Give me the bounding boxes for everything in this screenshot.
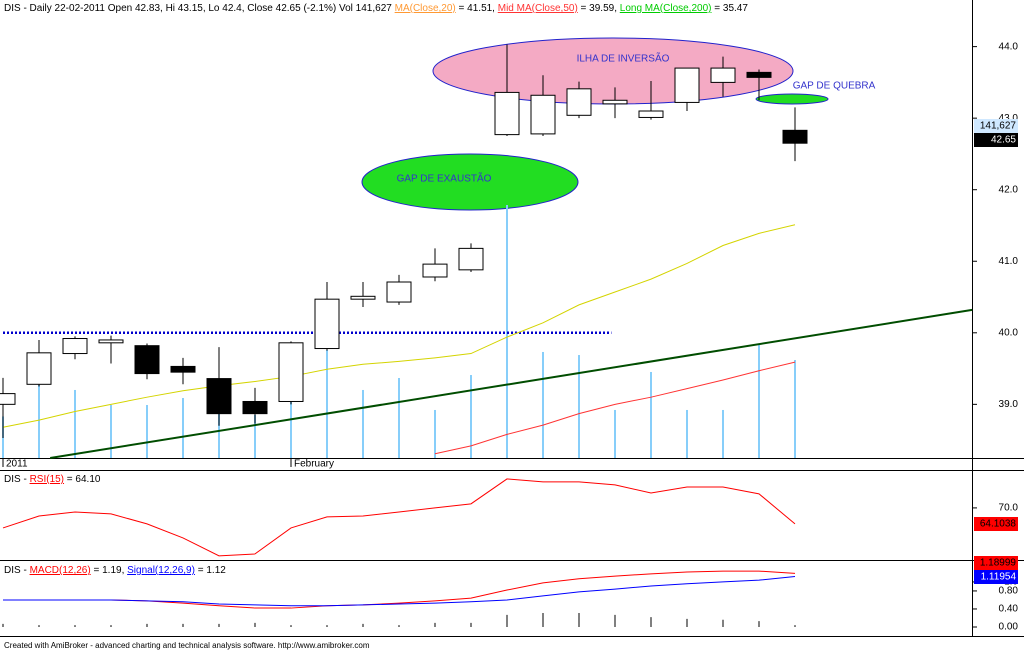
candle-body <box>422 263 448 278</box>
moving-average <box>2 224 796 428</box>
title-part: Long MA(Close,200) <box>620 3 712 14</box>
y-tick-label: 43.0 <box>999 113 1019 124</box>
volume-bar <box>794 359 796 458</box>
indicator-line <box>2 478 796 557</box>
volume-bar <box>470 375 472 458</box>
volume-bar <box>614 409 616 458</box>
volume-bar <box>686 409 688 458</box>
candle-body <box>782 129 808 144</box>
x-tick-label: 2011 <box>6 459 28 470</box>
indicator-line <box>3 576 796 607</box>
title-part: = 1.19, <box>91 565 127 576</box>
value-box <box>974 570 1018 584</box>
plot <box>0 44 973 627</box>
candle-body <box>674 67 700 103</box>
candle-body <box>386 281 412 303</box>
volume-bar <box>182 398 184 458</box>
title-part: = 35.47 <box>711 3 748 14</box>
title-part: Signal(12,26,9) <box>127 565 195 576</box>
candle-body <box>458 247 484 271</box>
candle-body <box>710 67 736 83</box>
volume-bar <box>506 205 508 458</box>
y-tick-label: 70.0 <box>999 503 1019 514</box>
value-box <box>974 556 1018 570</box>
volume-last-label: 141,627 <box>980 121 1017 132</box>
volume-bar <box>254 415 256 458</box>
volume-bar <box>74 389 76 458</box>
volume-bar <box>110 404 112 458</box>
annotation: GAP DE QUEBRA <box>793 81 876 92</box>
candle-body <box>746 71 772 78</box>
last-value-label: 1.11954 <box>981 572 1017 583</box>
annotation-ellipse <box>432 37 794 105</box>
candle-body <box>350 295 376 300</box>
last-value-label: 64.1038 <box>980 519 1017 530</box>
title-part: DIS - <box>4 474 30 485</box>
title-part: DIS - Daily 22-02-2011 Open 42.83, Hi 43… <box>4 3 395 14</box>
candle-body <box>170 365 196 373</box>
value-box <box>974 119 1018 133</box>
title-part: = 64.10 <box>64 474 101 485</box>
volume-bar <box>398 378 400 458</box>
y-tick-label: 0.80 <box>999 586 1019 597</box>
volume-bar <box>434 409 436 458</box>
candle-body <box>278 342 304 402</box>
annotation-ellipse <box>755 93 829 105</box>
y-tick-label: 42.0 <box>999 184 1019 195</box>
y-tick-label: 41.0 <box>999 256 1019 267</box>
candle-body <box>0 393 16 405</box>
title-part: = 1.12 <box>195 565 226 576</box>
trendline <box>50 308 973 459</box>
candle-body <box>566 88 592 116</box>
title-part: MACD(12,26) <box>30 565 91 576</box>
volume-bar <box>38 384 40 458</box>
candle-body <box>206 378 232 415</box>
candle-body <box>134 345 160 375</box>
y-tick-label: 0.40 <box>999 604 1019 615</box>
moving-average <box>434 361 796 455</box>
volume-bar <box>722 409 724 458</box>
title-part: RSI(15) <box>30 474 64 485</box>
footer: Created with AmiBroker - advanced charti… <box>4 641 370 650</box>
pane-title: DIS - Daily 22-02-2011 Open 42.83, Hi 43… <box>4 3 748 14</box>
volume-bar <box>146 404 148 458</box>
candle-body <box>62 338 88 355</box>
title-part: = 41.51, <box>456 3 498 14</box>
title-part: = 39.59, <box>578 3 620 14</box>
y-tick-label: 40.0 <box>999 327 1019 338</box>
candle-body <box>602 99 628 105</box>
volume-bar <box>758 344 760 458</box>
volume-bar <box>362 389 364 458</box>
volume-bar <box>650 371 652 458</box>
pane-title: DIS - MACD(12,26) = 1.19, Signal(12,26,9… <box>4 565 226 576</box>
annotation: ILHA DE INVERSÃO <box>577 52 670 65</box>
x-tick-label: February <box>294 459 334 470</box>
candle-body <box>638 110 664 118</box>
volume-bar <box>542 351 544 458</box>
candle-body <box>242 400 268 415</box>
candle-body <box>26 352 52 385</box>
volume-bar <box>218 409 220 458</box>
title-part: Mid MA(Close,50) <box>498 3 578 14</box>
volume-bar <box>326 349 328 458</box>
y-tick-label: 0.00 <box>999 622 1019 633</box>
y-tick-label: 39.0 <box>999 399 1019 410</box>
annotation: GAP DE EXAUSTÃO <box>397 172 492 185</box>
last-value-label: 1.18999 <box>980 558 1017 569</box>
candle-body <box>530 94 556 135</box>
value-box <box>974 517 1018 531</box>
close-last-label: 42.65 <box>991 135 1016 146</box>
y-tick-label: 44.0 <box>999 41 1019 52</box>
volume-bar <box>578 355 580 458</box>
title-part: DIS - <box>4 565 30 576</box>
candle-body <box>494 91 520 136</box>
pane-title: DIS - RSI(15) = 64.10 <box>4 474 101 485</box>
candle-body <box>98 339 124 344</box>
volume-bar <box>290 389 292 458</box>
annotation-ellipse <box>361 153 579 211</box>
value-box <box>974 133 1018 147</box>
candle-body <box>314 298 340 350</box>
title-part: MA(Close,20) <box>395 3 456 14</box>
